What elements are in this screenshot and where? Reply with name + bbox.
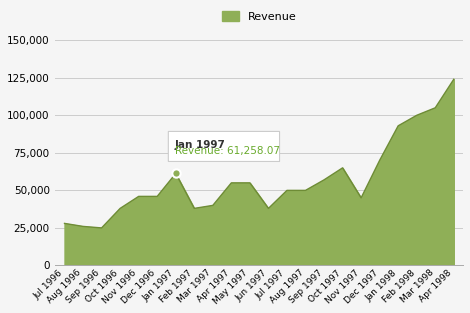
Text: Jan 1997: Jan 1997 — [175, 140, 226, 150]
FancyBboxPatch shape — [168, 131, 280, 162]
Legend: Revenue: Revenue — [219, 8, 300, 25]
Text: Revenue: 61,258.07: Revenue: 61,258.07 — [175, 146, 280, 156]
